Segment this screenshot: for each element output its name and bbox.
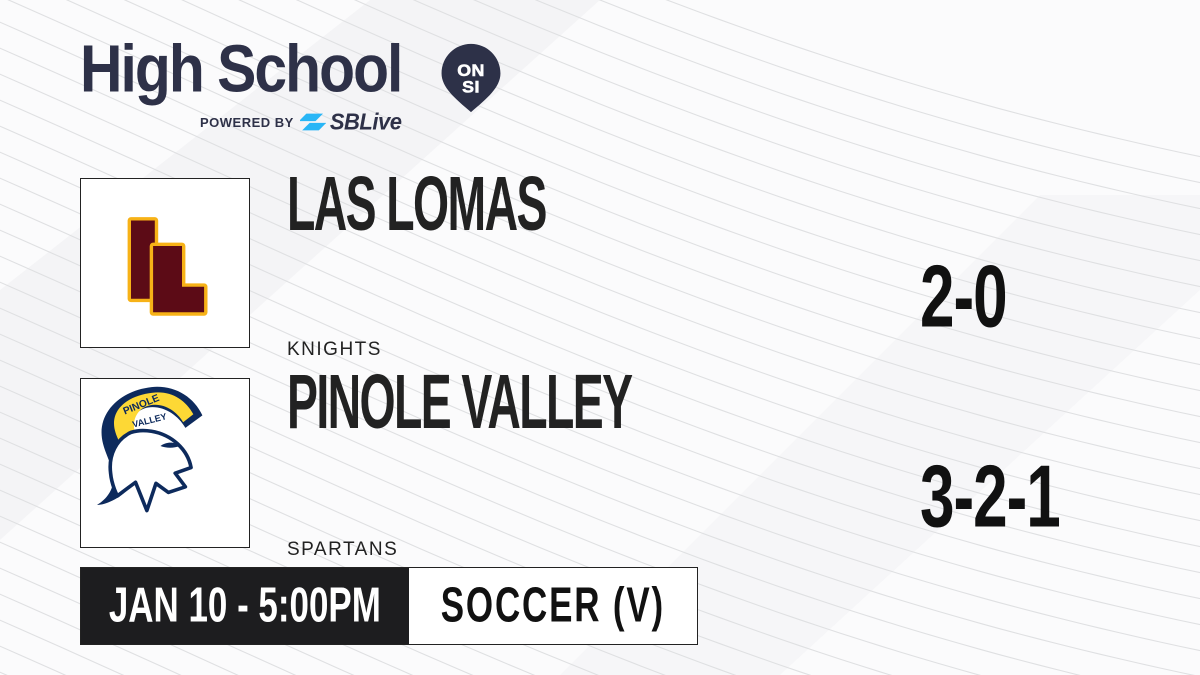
svg-text:SI: SI [462,78,480,96]
svg-text:ON: ON [457,61,484,79]
